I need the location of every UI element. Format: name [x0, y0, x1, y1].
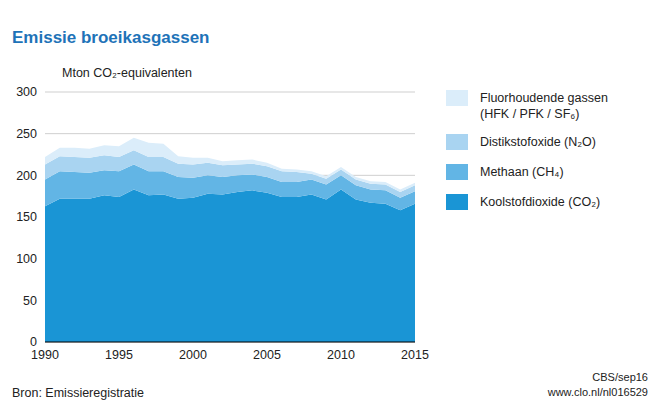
svg-text:0: 0 — [30, 335, 37, 349]
svg-text:1990: 1990 — [31, 348, 59, 362]
html-text:Distikstofoxide (N₂O): Distikstofoxide (N₂O) — [480, 135, 596, 149]
html-text:Bron: Emissieregistratie: Bron: Emissieregistratie — [12, 386, 144, 400]
html-text:Emissie broeikasgassen: Emissie broeikasgassen — [12, 28, 210, 47]
svg-text:1995: 1995 — [105, 348, 133, 362]
html-text:www.clo.nl/nl016529: www.clo.nl/nl016529 — [547, 386, 648, 398]
svg-text:150: 150 — [16, 210, 37, 224]
html-text:CBS/sep16: CBS/sep16 — [592, 371, 648, 383]
svg-text:250: 250 — [16, 127, 37, 141]
svg-text:2000: 2000 — [179, 348, 207, 362]
svg-text:2005: 2005 — [253, 348, 281, 362]
svg-text:100: 100 — [16, 252, 37, 266]
html-text:Mton CO₂-equivalenten: Mton CO₂-equivalenten — [62, 66, 192, 80]
svg-text:300: 300 — [16, 85, 37, 99]
svg-text:2015: 2015 — [401, 348, 429, 362]
html-text:Koolstofdioxide (CO₂): Koolstofdioxide (CO₂) — [480, 195, 601, 209]
html-text:Fluorhoudende gassen (HFK / PF: Fluorhoudende gassen (HFK / PFK / SF₆) — [480, 91, 608, 121]
svg-text:2010: 2010 — [327, 348, 355, 362]
svg-text:200: 200 — [16, 169, 37, 183]
svg-text:50: 50 — [23, 294, 37, 308]
html-text:Methaan (CH₄): Methaan (CH₄) — [480, 165, 564, 179]
